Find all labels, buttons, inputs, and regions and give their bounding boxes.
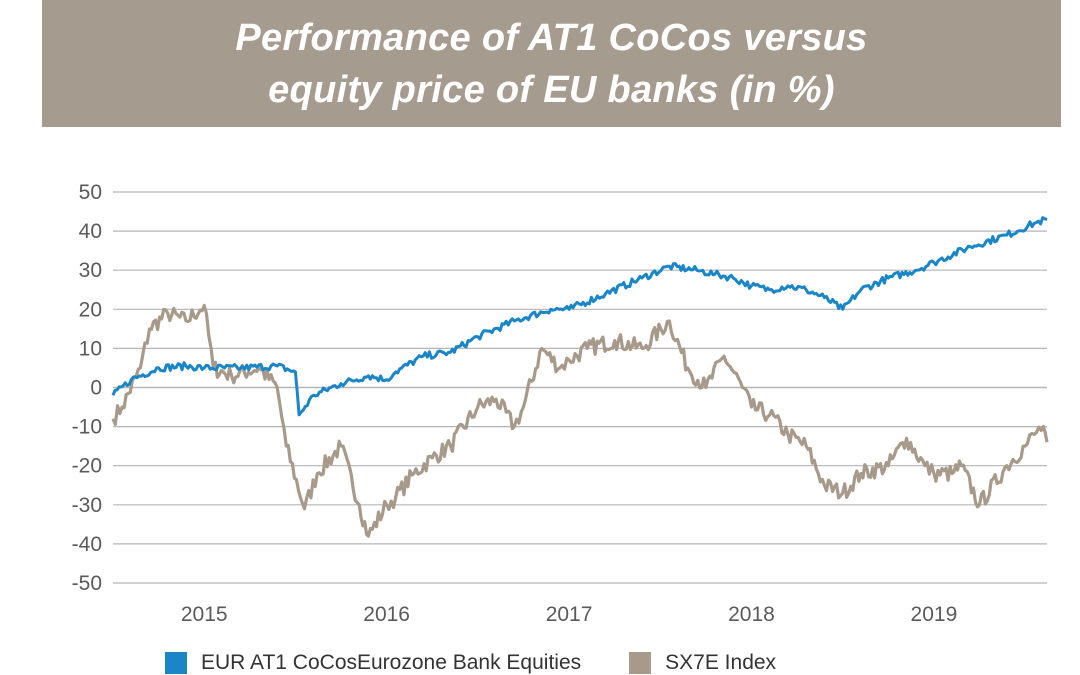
legend-item-cocos: EUR AT1 CoCosEurozone Bank Equities xyxy=(165,651,581,675)
legend-label-cocos: EUR AT1 CoCosEurozone Bank Equities xyxy=(201,651,582,674)
y-tick-label: -10 xyxy=(72,416,102,439)
y-tick-label: 30 xyxy=(79,259,102,282)
x-tick-label: 2016 xyxy=(363,603,410,626)
legend-item-sx7e: SX7E Index xyxy=(629,651,776,675)
legend-label-sx7e: SX7E Index xyxy=(665,651,777,674)
legend-swatch-sx7e xyxy=(629,652,652,674)
y-tick-label: 40 xyxy=(79,220,102,243)
legend: EUR AT1 CoCosEurozone Bank Equities SX7E… xyxy=(165,651,824,675)
x-tick-label: 2015 xyxy=(181,603,228,626)
chart-title-line-1: Performance of AT1 CoCos versus xyxy=(235,16,868,59)
x-tick-label: 2019 xyxy=(911,603,958,626)
y-axis-tick-labels: 50 40 30 20 10 0 -10 -20 -30 -40 -50 xyxy=(72,181,102,595)
y-tick-label: 50 xyxy=(79,181,102,204)
y-tick-label: 0 xyxy=(90,377,102,400)
series-line-sx7e xyxy=(111,303,1049,538)
title-banner: Performance of AT1 CoCos versus equity p… xyxy=(42,0,1061,127)
y-tick-label: 20 xyxy=(79,298,102,321)
x-tick-label: 2017 xyxy=(546,603,593,626)
chart-title-line-2: equity price of EU banks (in %) xyxy=(268,68,835,111)
legend-swatch-cocos xyxy=(165,652,187,674)
y-tick-label: -50 xyxy=(72,572,102,595)
x-axis-tick-labels: 2015 2016 2017 2018 2019 xyxy=(181,603,957,626)
y-tick-label: -30 xyxy=(72,494,102,517)
gridlines xyxy=(113,191,1047,584)
y-tick-label: -20 xyxy=(72,455,102,478)
x-tick-label: 2018 xyxy=(728,603,775,626)
series-line-cocos xyxy=(111,216,1048,417)
series-lines xyxy=(111,216,1049,538)
y-tick-label: -40 xyxy=(72,533,102,556)
y-tick-label: 10 xyxy=(79,337,102,360)
